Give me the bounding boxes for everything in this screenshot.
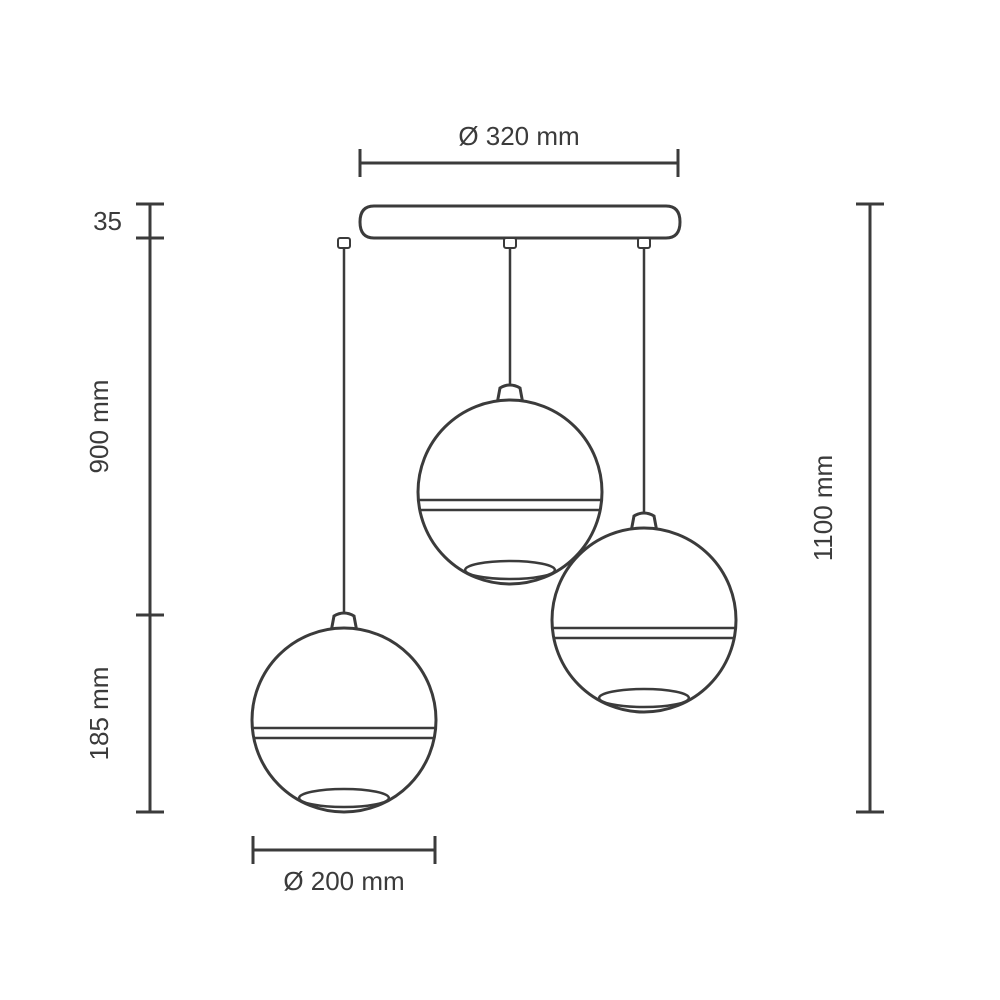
dim-label-canopy-diameter: Ø 320 mm: [458, 121, 579, 151]
dim-label-globe-diameter: Ø 200 mm: [283, 866, 404, 896]
pendant-globe: [252, 238, 436, 812]
dim-label-total-height: 1100 mm: [808, 455, 838, 561]
dimension-drawing: Ø 320 mm Ø 200 mm 35 900 mm 185 mm 1100 mm: [0, 0, 1000, 1000]
globe-opening: [599, 689, 689, 707]
dim-label-canopy-height: 35: [93, 206, 122, 236]
pendant-globe: [418, 238, 602, 584]
dim-label-cord-length: 900 mm: [84, 380, 114, 474]
ceiling-canopy: [360, 206, 680, 238]
globe-opening: [465, 561, 555, 579]
globe-opening: [299, 789, 389, 807]
dim-label-globe-height: 185 mm: [84, 667, 114, 761]
